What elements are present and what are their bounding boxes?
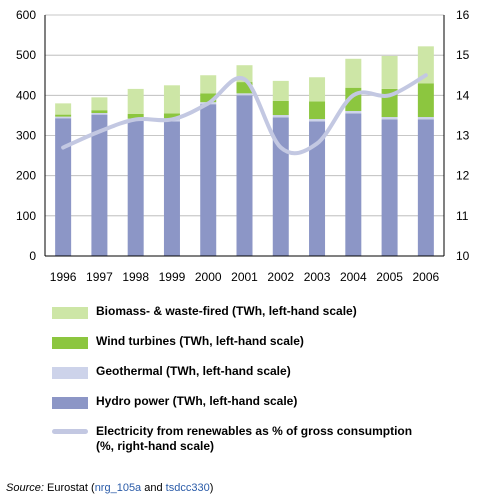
x-tick-label: 2005	[376, 270, 403, 284]
bar-wind	[91, 110, 108, 114]
legend-swatch-hydro	[52, 397, 88, 409]
x-axis-ticks: 1996 1997 1998 1999 2000 2001 2002 2003 2004 2005…	[50, 270, 440, 284]
right-tick-label: 10	[456, 249, 470, 263]
bar-hydro	[417, 119, 434, 256]
source-paren-close: )	[209, 482, 214, 494]
bar-wind	[236, 82, 253, 94]
legend-swatch-geothermal	[52, 367, 88, 379]
source-paren-open: (	[87, 482, 95, 494]
bar-hydro	[345, 113, 362, 257]
x-tick-label: 1997	[86, 270, 113, 284]
bar-bio	[417, 46, 434, 84]
legend-item-wind: Wind turbines (TWh, left-hand scale)	[52, 334, 472, 364]
legend-label-wind: Wind turbines (TWh, left-hand scale)	[96, 334, 304, 348]
bar-bio	[91, 97, 108, 111]
legend-item-biomass: Biomass- & waste-fired (TWh, left-hand s…	[52, 304, 472, 334]
left-tick-label: 400	[16, 88, 36, 102]
left-tick-label: 100	[16, 209, 36, 223]
source-and: and	[141, 482, 166, 494]
bar-bio	[200, 75, 217, 94]
right-tick-label: 15	[456, 48, 470, 62]
renewables-share-line	[61, 73, 428, 156]
bar-hydro	[200, 104, 217, 256]
bar-geo	[236, 93, 253, 96]
source-link-nrg-105a[interactable]: nrg_105a	[94, 482, 142, 494]
left-tick-label: 0	[29, 249, 36, 263]
right-tick-label: 13	[456, 129, 470, 143]
right-tick-label: 12	[456, 169, 470, 183]
bar-geo	[55, 116, 72, 119]
bar-geo	[381, 117, 398, 120]
bar-geo	[91, 113, 108, 115]
right-tick-label: 14	[456, 88, 470, 102]
bar-hydro	[381, 119, 398, 256]
bar-wind	[272, 100, 289, 116]
bar-hydro	[163, 121, 180, 256]
bar-geo	[309, 119, 326, 122]
bar-wind	[309, 101, 326, 120]
left-tick-label: 500	[16, 48, 36, 62]
x-tick-label: 2000	[195, 270, 222, 284]
bar-bio	[345, 58, 362, 88]
legend-swatch-biomass	[52, 307, 88, 319]
bar-wind	[127, 113, 144, 119]
x-tick-label: 2006	[413, 270, 440, 284]
renewables-share-line-path	[61, 73, 428, 156]
x-tick-label: 2001	[231, 270, 258, 284]
bar-geo	[345, 110, 362, 114]
legend: Biomass- & waste-fired (TWh, left-hand s…	[52, 304, 472, 464]
bar-bio	[309, 77, 326, 102]
bar-bio	[163, 85, 180, 114]
left-tick-label: 300	[16, 129, 36, 143]
right-axis-ticks: 10 11 12 13 14 15 16	[456, 8, 470, 263]
x-tick-label: 2004	[340, 270, 367, 284]
bar-wind	[417, 83, 434, 118]
right-tick-label: 11	[456, 209, 469, 223]
bar-hydro	[236, 95, 253, 256]
bar-hydro	[91, 114, 108, 256]
legend-item-renewables-share: Electricity from renewables as % of gros…	[52, 424, 472, 464]
legend-label-renewables-share: Electricity from renewables as % of gros…	[96, 424, 413, 453]
bar-bio	[381, 55, 398, 89]
legend-label-hydro: Hydro power (TWh, left-hand scale)	[96, 394, 298, 408]
left-axis-ticks: 0 100 200 300 400 500 600	[16, 8, 36, 263]
left-tick-label: 200	[16, 169, 36, 183]
legend-item-geothermal: Geothermal (TWh, left-hand scale)	[52, 364, 472, 394]
x-tick-label: 1999	[159, 270, 186, 284]
bar-bio	[272, 80, 289, 101]
x-tick-label: 2003	[304, 270, 331, 284]
bar-wind	[163, 113, 180, 120]
x-tick-label: 2002	[267, 270, 294, 284]
bar-hydro	[309, 121, 326, 256]
legend-swatch-renewables-share	[52, 429, 88, 434]
bar-bio	[127, 88, 144, 114]
bar-geo	[417, 117, 434, 120]
legend-swatch-wind	[52, 337, 88, 349]
source-link-tsdcc330[interactable]: tsdcc330	[165, 482, 210, 494]
bar-stacks	[55, 46, 434, 257]
legend-label-biomass: Biomass- & waste-fired (TWh, left-hand s…	[96, 304, 357, 318]
left-tick-label: 600	[16, 8, 36, 22]
source-name: Eurostat	[46, 482, 88, 494]
axes	[44, 15, 445, 257]
bar-wind	[200, 93, 217, 103]
bar-wind	[55, 114, 72, 117]
source-note: Source: Eurostat (nrg_105a and tsdcc330)	[6, 482, 213, 494]
right-tick-label: 16	[456, 8, 470, 22]
bar-geo	[272, 115, 289, 118]
x-tick-label: 1996	[50, 270, 77, 284]
bar-hydro	[55, 118, 72, 256]
x-tick-label: 1998	[122, 270, 149, 284]
legend-item-hydro: Hydro power (TWh, left-hand scale)	[52, 394, 472, 424]
bar-bio	[55, 103, 72, 115]
source-label: Source:	[6, 482, 44, 494]
bar-hydro	[127, 120, 144, 256]
legend-label-geothermal: Geothermal (TWh, left-hand scale)	[96, 364, 291, 378]
